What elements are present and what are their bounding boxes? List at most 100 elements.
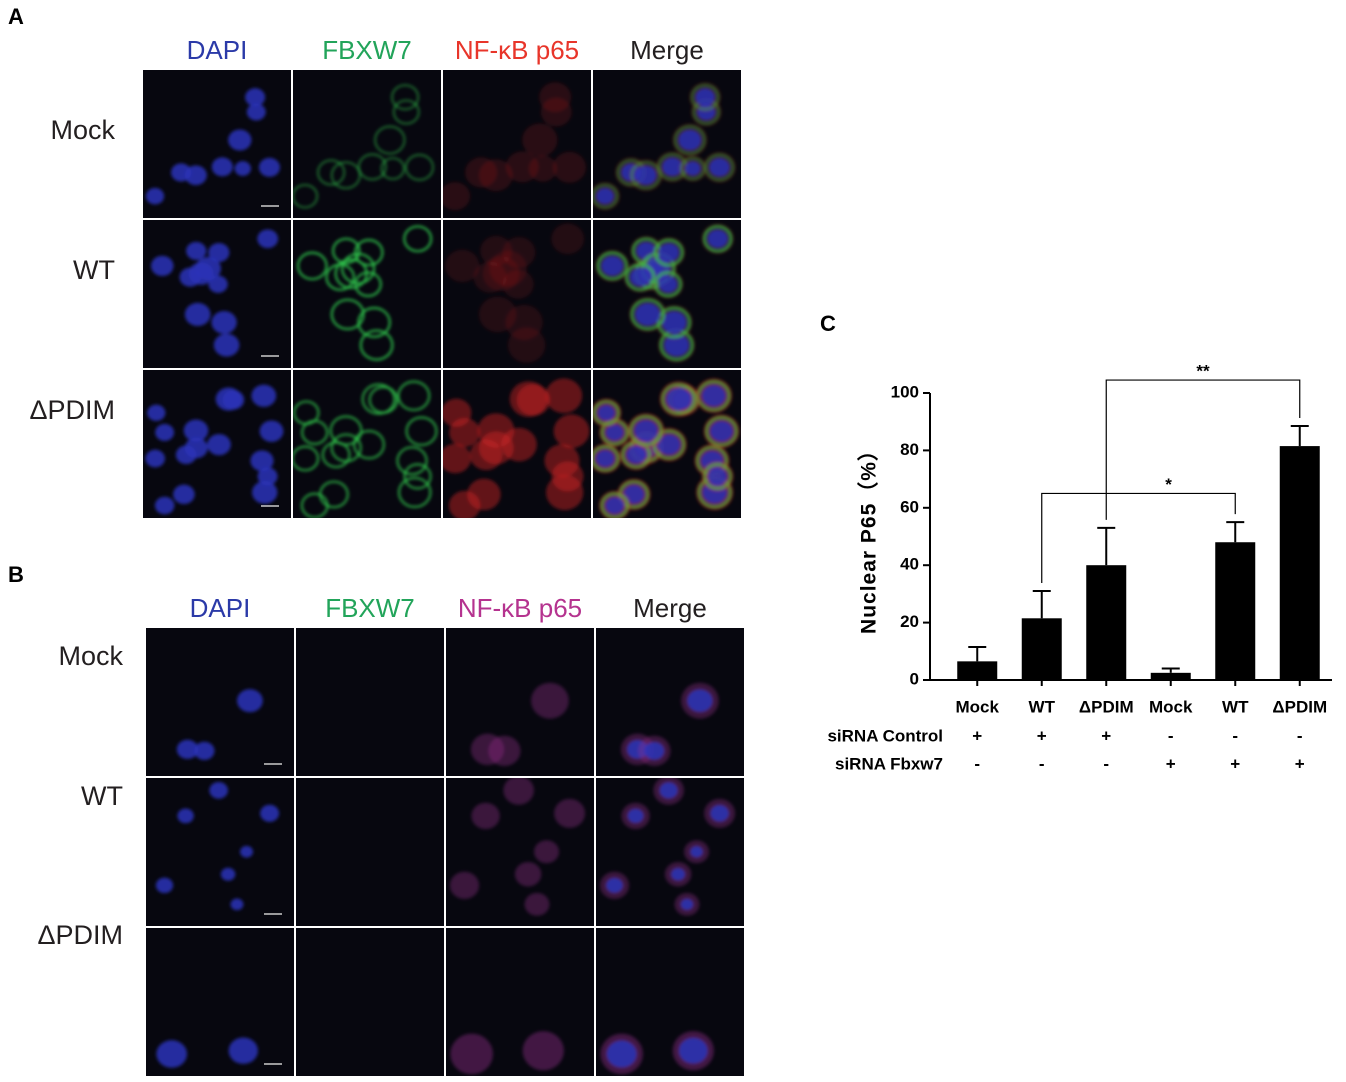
- micrograph: [446, 628, 594, 776]
- nucleus: [209, 781, 228, 799]
- cytoplasm: [551, 461, 584, 492]
- cytoplasm: [502, 269, 534, 299]
- row-label: Mock: [58, 641, 123, 671]
- bar: [1021, 618, 1062, 680]
- nucleus: [250, 450, 274, 472]
- cytoplasm: [502, 236, 536, 269]
- cells: [176, 689, 263, 761]
- nucleus: [601, 255, 624, 277]
- image-background: [296, 928, 444, 1076]
- error-bar: [1097, 526, 1116, 566]
- nucleus: [260, 804, 280, 822]
- panel-label: B: [8, 562, 24, 587]
- micrograph: [296, 928, 444, 1076]
- cells: [151, 229, 279, 357]
- y-tick-label: 60: [900, 497, 919, 516]
- nucleus: [211, 157, 233, 177]
- nucleus: [240, 845, 254, 858]
- error-bar: [1290, 425, 1309, 447]
- cytoplasm: [449, 871, 480, 900]
- cells: [145, 88, 281, 205]
- membrane: [293, 400, 320, 426]
- nucleus: [709, 420, 734, 442]
- x-tick-label: Mock: [956, 697, 1000, 716]
- condition-sign: -: [1103, 754, 1109, 773]
- cells: [600, 1031, 714, 1075]
- nucleus: [634, 165, 657, 186]
- membrane: [392, 99, 420, 125]
- cytoplasm: [522, 123, 558, 157]
- nucleus: [208, 243, 230, 263]
- micrograph: [146, 628, 294, 776]
- y-tick-label: 80: [900, 440, 919, 459]
- nucleus: [184, 165, 207, 186]
- cells: [449, 778, 586, 916]
- condition-label: siRNA Fbxw7: [835, 754, 943, 773]
- micrograph: [143, 370, 291, 518]
- cytoplasm: [514, 861, 542, 887]
- nucleus: [245, 88, 266, 107]
- condition-sign: +: [1230, 754, 1240, 773]
- nucleus: [177, 808, 194, 824]
- membrane: [293, 445, 320, 472]
- cytoplasm: [450, 1033, 494, 1075]
- column-header: NF-κB p65: [458, 593, 582, 623]
- cytoplasm: [473, 261, 507, 293]
- condition-sign: -: [1168, 726, 1174, 745]
- cells: [443, 378, 590, 518]
- image-background: [146, 628, 294, 776]
- cells: [595, 223, 735, 363]
- micrograph: [443, 220, 591, 368]
- nucleus: [633, 419, 659, 442]
- membrane: [354, 238, 384, 267]
- micrograph: [293, 220, 441, 368]
- cells: [155, 781, 280, 911]
- cytoplasm: [509, 381, 548, 417]
- cytoplasm: [445, 249, 480, 283]
- nucleus: [625, 445, 647, 465]
- error-bar: [1161, 667, 1180, 673]
- nucleus: [707, 229, 729, 249]
- micrograph: [293, 70, 441, 218]
- nucleus: [147, 404, 166, 422]
- x-tick-label: ΔPDIM: [1272, 697, 1327, 716]
- nucleus: [151, 255, 174, 277]
- membrane: [341, 252, 376, 285]
- nucleus: [179, 267, 201, 287]
- nucleus: [627, 808, 644, 824]
- nucleus: [257, 229, 279, 249]
- nucleus: [208, 275, 228, 293]
- membrane: [405, 416, 438, 447]
- nucleus: [680, 898, 694, 911]
- cells: [445, 223, 585, 363]
- nucleus: [658, 275, 678, 293]
- nucleus: [211, 311, 237, 334]
- significance-bracket: [1105, 379, 1301, 520]
- micrograph: [296, 628, 444, 776]
- cytoplasm: [552, 151, 587, 183]
- membrane: [374, 125, 406, 155]
- nucleus: [658, 243, 680, 263]
- nucleus: [670, 867, 686, 881]
- nucleus: [597, 404, 616, 422]
- cytoplasm: [503, 778, 534, 805]
- column-header: DAPI: [190, 593, 251, 623]
- row-label: WT: [73, 255, 115, 285]
- cells: [470, 682, 569, 767]
- membrane: [396, 446, 428, 476]
- nucleus: [145, 187, 165, 205]
- row-label: WT: [81, 781, 123, 811]
- nucleus: [228, 129, 252, 151]
- nucleus: [228, 1037, 258, 1064]
- nucleus: [145, 449, 166, 468]
- panel-label: C: [820, 311, 836, 336]
- nucleus: [156, 1040, 188, 1068]
- nucleus: [657, 433, 681, 456]
- nucleus: [257, 467, 278, 486]
- bracket: [1105, 379, 1301, 520]
- membrane: [403, 225, 433, 253]
- membrane: [703, 225, 733, 253]
- micrograph: [443, 370, 591, 518]
- cytoplasm: [553, 414, 590, 449]
- error-bar: [1032, 590, 1051, 619]
